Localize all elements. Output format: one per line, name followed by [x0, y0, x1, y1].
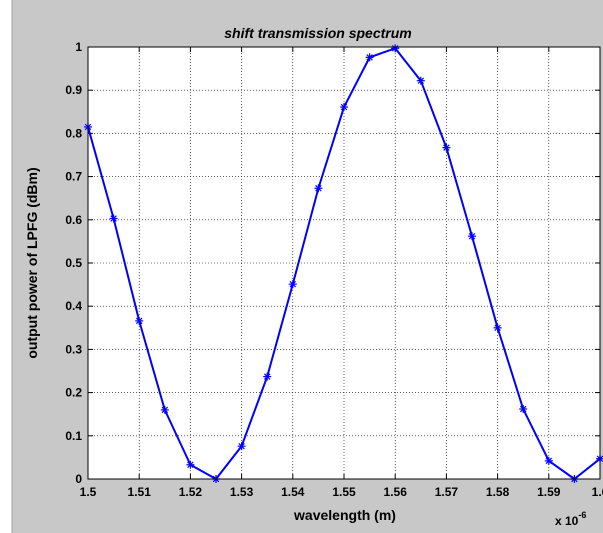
- y-tick-label: 0.9: [65, 83, 82, 97]
- x-tick-label: 1.59: [537, 485, 561, 499]
- y-tick-label: 0.2: [65, 386, 82, 400]
- chart-title: shift transmission spectrum: [224, 25, 412, 41]
- plot-frame: [87, 46, 601, 480]
- data-point: [365, 53, 374, 62]
- data-point: [288, 280, 297, 289]
- y-tick-label: 0.6: [65, 213, 82, 227]
- x-tick-label: 1.54: [281, 485, 305, 499]
- x-multiplier-base: x 10: [555, 514, 579, 528]
- y-tick-label: 0.8: [65, 126, 82, 140]
- x-tick-label: 1.55: [332, 485, 356, 499]
- data-point: [160, 405, 169, 414]
- x-tick-label: 1.6: [592, 485, 603, 499]
- x-multiplier-exponent: -6: [578, 510, 586, 520]
- y-axis-label: output power of LPFG (dBm): [24, 167, 40, 358]
- data-point: [468, 232, 476, 241]
- y-tick-label: 0.3: [65, 342, 82, 356]
- y-tick-label: 0.1: [65, 429, 82, 443]
- x-tick-label: 1.58: [486, 485, 510, 499]
- y-tick-label: 0: [75, 472, 82, 486]
- data-point: [314, 184, 323, 193]
- grid: [88, 47, 600, 479]
- data-point: [109, 214, 118, 223]
- data-point: [237, 442, 246, 451]
- y-tick-label: 1: [75, 40, 82, 54]
- data-point: [493, 323, 502, 332]
- x-multiplier: x 10-6: [555, 510, 586, 528]
- x-tick-label: 1.5: [80, 485, 97, 499]
- data-point: [442, 143, 451, 152]
- x-axis-label: wavelength (m): [293, 507, 396, 523]
- y-tick-label: 0.7: [65, 170, 82, 184]
- data-point: [263, 372, 272, 381]
- y-tick-label: 0.4: [65, 299, 82, 313]
- data-point: [186, 460, 195, 469]
- x-tick-label: 1.56: [384, 485, 408, 499]
- data-point: [135, 316, 144, 325]
- data-point: [416, 76, 425, 85]
- x-tick-label: 1.52: [179, 485, 203, 499]
- y-tick-label: 0.5: [65, 256, 82, 270]
- x-tick-label: 1.51: [128, 485, 152, 499]
- y-tick-labels: 0 0.1 0.2 0.3 0.4 0.5 0.6 0.7 0.8 0.9 1: [65, 40, 82, 486]
- data-point: [519, 405, 528, 414]
- data-point: [340, 103, 348, 112]
- data-point: [544, 456, 553, 465]
- x-tick-label: 1.53: [230, 485, 254, 499]
- x-tick-labels: 1.5 1.51 1.52 1.53 1.54 1.55 1.56 1.57 1.58 1.59 1…: [80, 485, 603, 499]
- x-tick-label: 1.57: [435, 485, 459, 499]
- data-point: [391, 44, 400, 53]
